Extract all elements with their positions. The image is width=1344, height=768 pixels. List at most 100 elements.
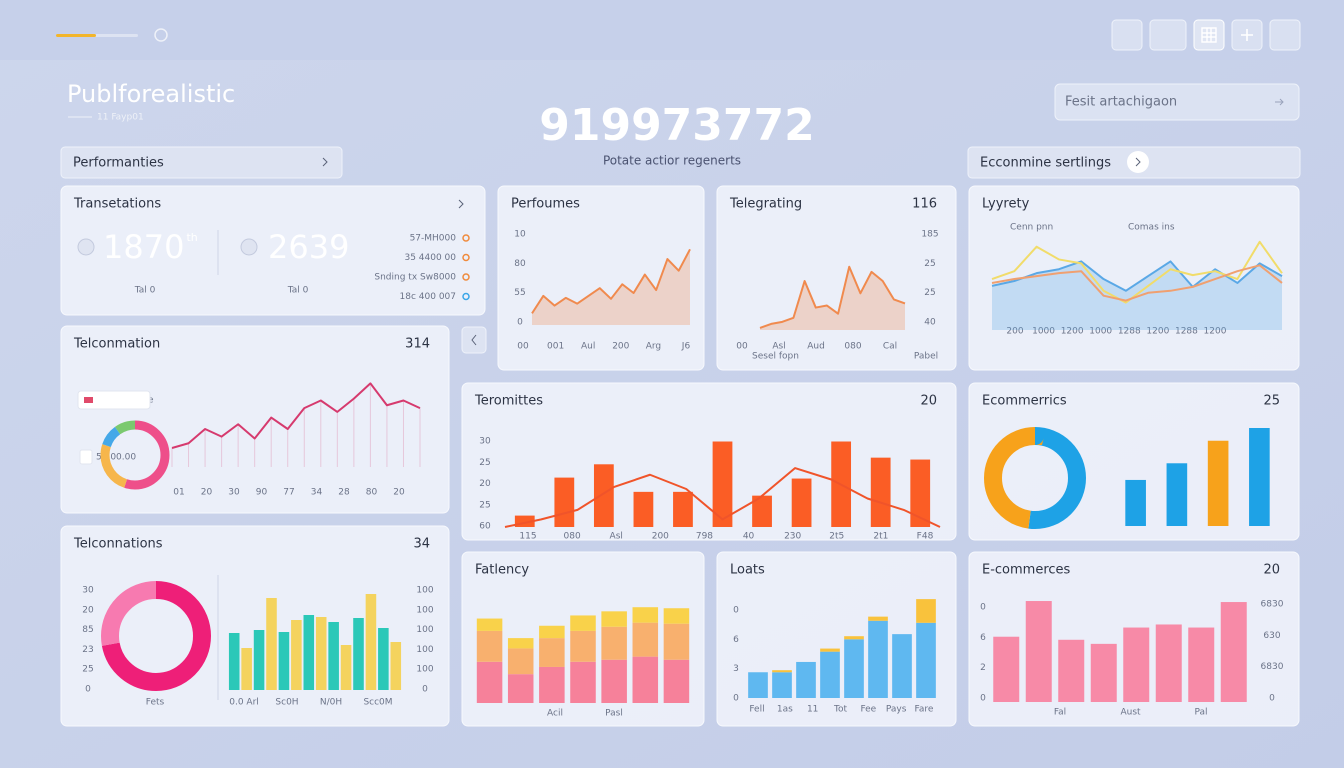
stack-segment [570,630,596,662]
stack-segment [507,674,534,703]
y-tick-label: 80 [514,259,526,269]
stack-segment [663,623,690,660]
list-item: Snding tx Sw8000 [374,273,456,283]
stack-segment [663,659,690,703]
y-tick-label: 30 [82,586,94,596]
tool-button[interactable] [1269,19,1301,51]
x-tick-label: Tot [833,705,847,715]
x-tick-label: 20 [201,488,213,498]
stack-segment [632,622,659,657]
panel: Teromittes 20 30 25 20 25 60 115 080 Asl 200 798 40 2… [461,382,957,542]
bar [514,515,535,527]
x-tick-label: 798 [696,532,713,542]
panel-title: Perfoumes [511,197,580,212]
y-tick-label: 6 [733,635,739,645]
x-tick-label: Pal [1194,708,1207,718]
panel-title: Transetations [73,197,161,212]
metric-caption: Potate actior regenerts [603,154,741,168]
y-tick-label: 6830 [1261,600,1284,610]
list-dot [462,273,470,281]
bar [791,478,812,527]
y-tick-label: 0 [733,606,739,616]
legend-box [79,449,93,465]
panel-badge: 116 [912,197,937,212]
bar [340,645,352,690]
x-tick-label: 11 [807,705,818,715]
panel-title: E-commerces [982,563,1071,578]
chevron [471,334,477,346]
x-tick-label: Sc0H [275,698,298,708]
bar [1123,627,1150,702]
search-box[interactable] [1054,83,1300,121]
x-tick-label: F48 [917,532,934,542]
section-button[interactable] [1127,151,1149,173]
stack-segment [476,630,503,662]
x-tick-label: 2t1 [873,532,888,542]
y-tick-label: 40 [924,318,936,328]
bar [1090,643,1117,702]
y-tick-label: 100 [416,586,433,596]
bar [1125,479,1146,526]
y-tick-label: 20 [479,479,491,489]
stack-segment [892,634,912,698]
grid-button[interactable] [1193,19,1225,51]
y-tick-label: 0 [980,603,986,613]
section-bar[interactable] [60,146,343,179]
panel-badge: 34 [413,537,430,552]
bar [378,628,389,690]
x-tick-label: Asl [772,342,785,352]
x-tick-label: 080 [564,532,581,542]
y-tick-label: 100 [416,605,433,615]
x-tick-label: 00 [736,342,748,352]
stack-segment [820,648,840,652]
y-tick-label: 30 [479,437,491,447]
panel: Telegrating 116 185 25 25 40 00 Asl Aud 080 Cal Ses… [716,185,957,371]
line [991,240,1283,304]
x-tick-label: 20 [393,488,405,498]
chevron [322,157,328,167]
tool-button[interactable] [1149,19,1187,51]
back-button[interactable] [461,326,487,354]
panel-badge: 20 [1263,563,1280,578]
bar [228,633,240,690]
donut-segment [101,581,211,691]
x-tick-label: 1200 [1061,327,1084,337]
y-tick-label: 185 [921,230,938,240]
x-tick-label: 90 [256,488,268,498]
x-tick-label: Aud [807,342,825,352]
stack-segment [916,622,936,698]
bar [1220,602,1247,702]
donut-segment [100,420,170,490]
stack-segment [601,611,627,627]
panel: Ecommerrics 25 [968,382,1300,541]
y-tick-label: 23 [82,645,93,655]
panel: Lyyrety 200 1000 1200 1000 1288 1200 1288 1200 Ce… [968,185,1300,371]
panel-card [968,185,1300,371]
stack-segment [601,626,627,660]
search-placeholder: Fesit artachigaon [1065,95,1177,110]
panel-title: Lyyrety [982,197,1030,212]
x-tick-label: 1288 [1175,327,1198,337]
bar [253,630,265,690]
tool-button[interactable] [1111,19,1143,51]
stat-value: 2639 [268,228,349,266]
x-tick-label: Arg [646,342,661,352]
bar [752,495,772,527]
stat-label: Tal 0 [287,286,309,296]
stack-segment [868,616,888,621]
stack-segment [844,639,864,698]
x-tick-label: Pasl [605,709,623,719]
stack-segment [632,656,659,703]
panel: Fatlency Acil Pasl [461,551,705,727]
line [991,264,1283,302]
y-tick-label: 25 [924,288,935,298]
stat-label: Tal 0 [134,286,156,296]
y-tick-label: 0 [1269,694,1275,704]
bar [1166,463,1188,526]
stack-segment [772,670,792,673]
x-tick-label: Aust [1120,708,1141,718]
page-subtitle: 11 Fayp01 [97,113,144,123]
x-tick-label: 001 [547,342,564,352]
x-tick-label: 77 [283,488,294,498]
